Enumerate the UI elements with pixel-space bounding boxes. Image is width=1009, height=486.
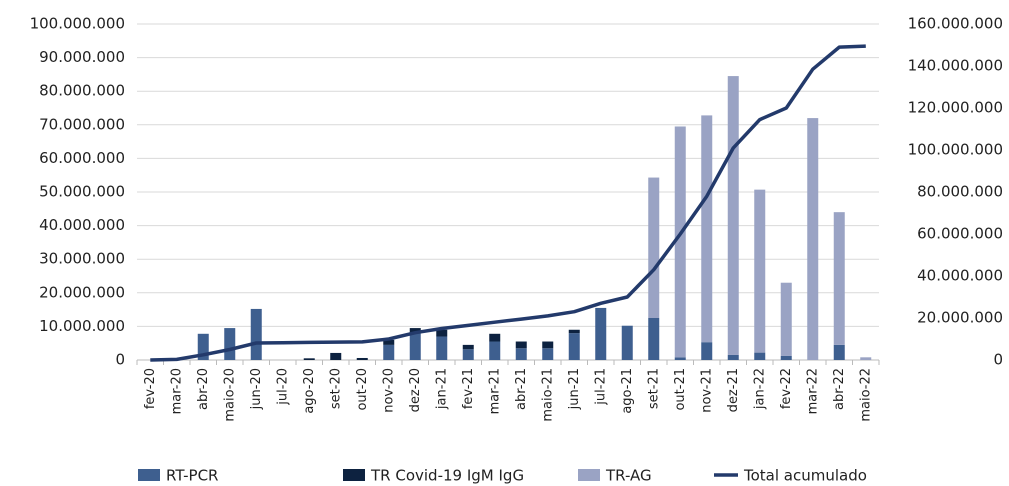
x-tick-label: abr-21 [514,368,529,410]
legend-swatch [343,469,365,481]
x-tick-label: set-21 [646,368,661,409]
bar [250,308,262,360]
bar [780,355,792,360]
y-tick-label: 20.000.000 [39,283,125,301]
y-tick-label: 40.000.000 [39,216,125,234]
x-tick-label: ago-21 [620,368,635,414]
legend-swatch [138,469,160,481]
x-tick-label: jan-22 [752,368,767,410]
y-tick-label: 80.000.000 [39,82,125,100]
y-tick-label: 100.000.000 [30,15,125,33]
bar [436,336,448,360]
bar [860,357,872,360]
x-tick-label: abr-22 [832,368,847,410]
x-tick-label: mar-21 [487,368,502,414]
bar [330,352,342,360]
x-tick-label: maio-22 [858,368,873,422]
x-tick-label: jun-21 [567,368,582,410]
bar [780,282,792,356]
legend-label: TR-AG [605,467,652,485]
x-tick-label: maio-21 [540,368,555,422]
x-tick-label: mar-22 [805,368,820,414]
x-tick-label: jul-20 [275,368,290,406]
bar [727,354,739,360]
x-tick-label: set-20 [328,368,343,409]
bar [674,126,686,358]
bar [701,115,713,343]
bar [568,329,580,334]
y2-tick-label: 20.000.000 [917,309,1003,327]
bar [701,342,713,360]
bar [807,118,819,360]
y-tick-label: 30.000.000 [39,250,125,268]
y-tick-label: 60.000.000 [39,149,125,167]
y2-tick-label: 100.000.000 [908,141,1003,159]
y2-tick-label: 120.000.000 [908,99,1003,117]
y-tick-label: 0 [115,351,125,369]
bar [727,76,739,355]
bar [595,307,607,360]
bar [489,333,501,342]
bar [383,339,395,345]
bar [568,333,580,360]
x-tick-label: nov-20 [381,368,396,413]
bar [303,358,315,360]
bar [224,328,236,360]
y-tick-label: 90.000.000 [39,48,125,66]
bar [542,341,554,349]
x-tick-label: nov-21 [699,368,714,413]
x-tick-label: abr-20 [196,368,211,410]
x-tick-label: fev-22 [779,368,794,409]
bar [436,329,448,337]
y2-tick-label: 0 [993,351,1003,369]
bar [515,348,527,360]
y-tick-label: 70.000.000 [39,115,125,133]
x-tick-label: fev-20 [143,368,158,409]
y-tick-label: 10.000.000 [39,317,125,335]
y2-tick-label: 40.000.000 [917,267,1003,285]
legend-label: TR Covid-19 IgM IgG [370,467,524,485]
bar [409,328,421,334]
y2-tick-label: 80.000.000 [917,183,1003,201]
bar [542,348,554,360]
bar [515,341,527,349]
x-tick-label: dez-21 [726,368,741,412]
bar [648,318,660,360]
x-tick-label: jul-21 [593,368,608,406]
line [150,44,866,362]
y2-tick-label: 160.000.000 [908,15,1003,33]
x-tick-label: fev-21 [461,368,476,409]
x-tick-label: maio-20 [222,368,237,422]
bar [462,349,474,360]
legend-label: RT-PCR [166,467,218,485]
bar [197,333,209,360]
bar [648,177,660,318]
bar [754,189,766,353]
legend-label: Total acumulado [743,467,867,485]
legend-swatch [578,469,600,481]
bar [621,325,633,360]
y-tick-label: 50.000.000 [39,183,125,201]
x-tick-label: dez-20 [408,368,423,412]
x-tick-label: jan-21 [434,368,449,410]
x-tick-label: out-20 [355,368,370,411]
x-tick-label: out-21 [673,368,688,411]
bar [383,344,395,360]
x-tick-label: jun-20 [249,368,264,410]
bar [833,344,845,360]
bar [754,352,766,360]
x-tick-label: ago-20 [302,368,317,414]
y2-tick-label: 140.000.000 [908,57,1003,75]
bar [409,333,421,360]
bar [674,357,686,360]
x-tick-label: mar-20 [169,368,184,414]
bar [356,357,368,360]
y2-tick-label: 60.000.000 [917,225,1003,243]
bar [462,344,474,350]
bar [833,212,845,345]
bar [489,341,501,360]
